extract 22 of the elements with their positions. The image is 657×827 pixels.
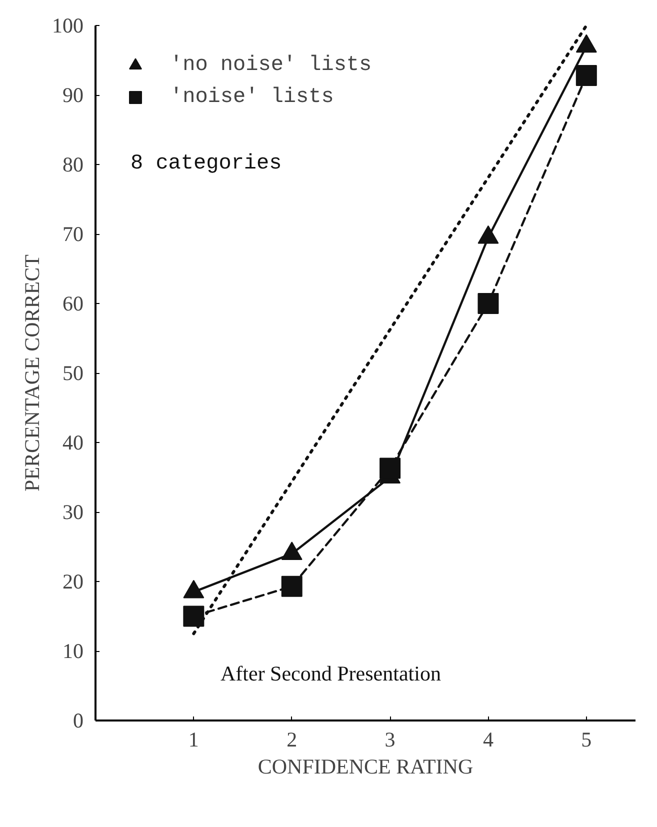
legend-label: 'no noise' lists [170,54,372,76]
x-tick-label: 3 [384,728,396,752]
y-tick-label: 80 [62,152,84,176]
y-tick-label: 70 [62,222,84,246]
legend-label: 'noise' lists [170,86,334,108]
annotation: 8 categories [130,152,282,176]
y-tick-label: 40 [62,430,84,454]
y-tick-label: 60 [62,292,84,316]
y-tick-label: 10 [62,639,84,663]
y-tick-label: 20 [62,570,84,594]
annotation: After Second Presentation [220,662,442,686]
x-tick-label: 1 [188,728,199,752]
y-axis-title: PERCENTAGE CORRECT [20,254,44,492]
x-tick-label: 5 [581,728,592,752]
y-tick-label: 90 [62,83,84,107]
y-tick-label: 0 [73,708,84,732]
y-tick-label: 50 [62,361,84,385]
x-axis-title: CONFIDENCE RATING [258,754,474,778]
y-tick-label: 30 [62,500,84,524]
x-tick-label: 4 [482,728,494,752]
y-tick-label: 100 [52,14,84,38]
x-tick-label: 2 [286,728,298,752]
